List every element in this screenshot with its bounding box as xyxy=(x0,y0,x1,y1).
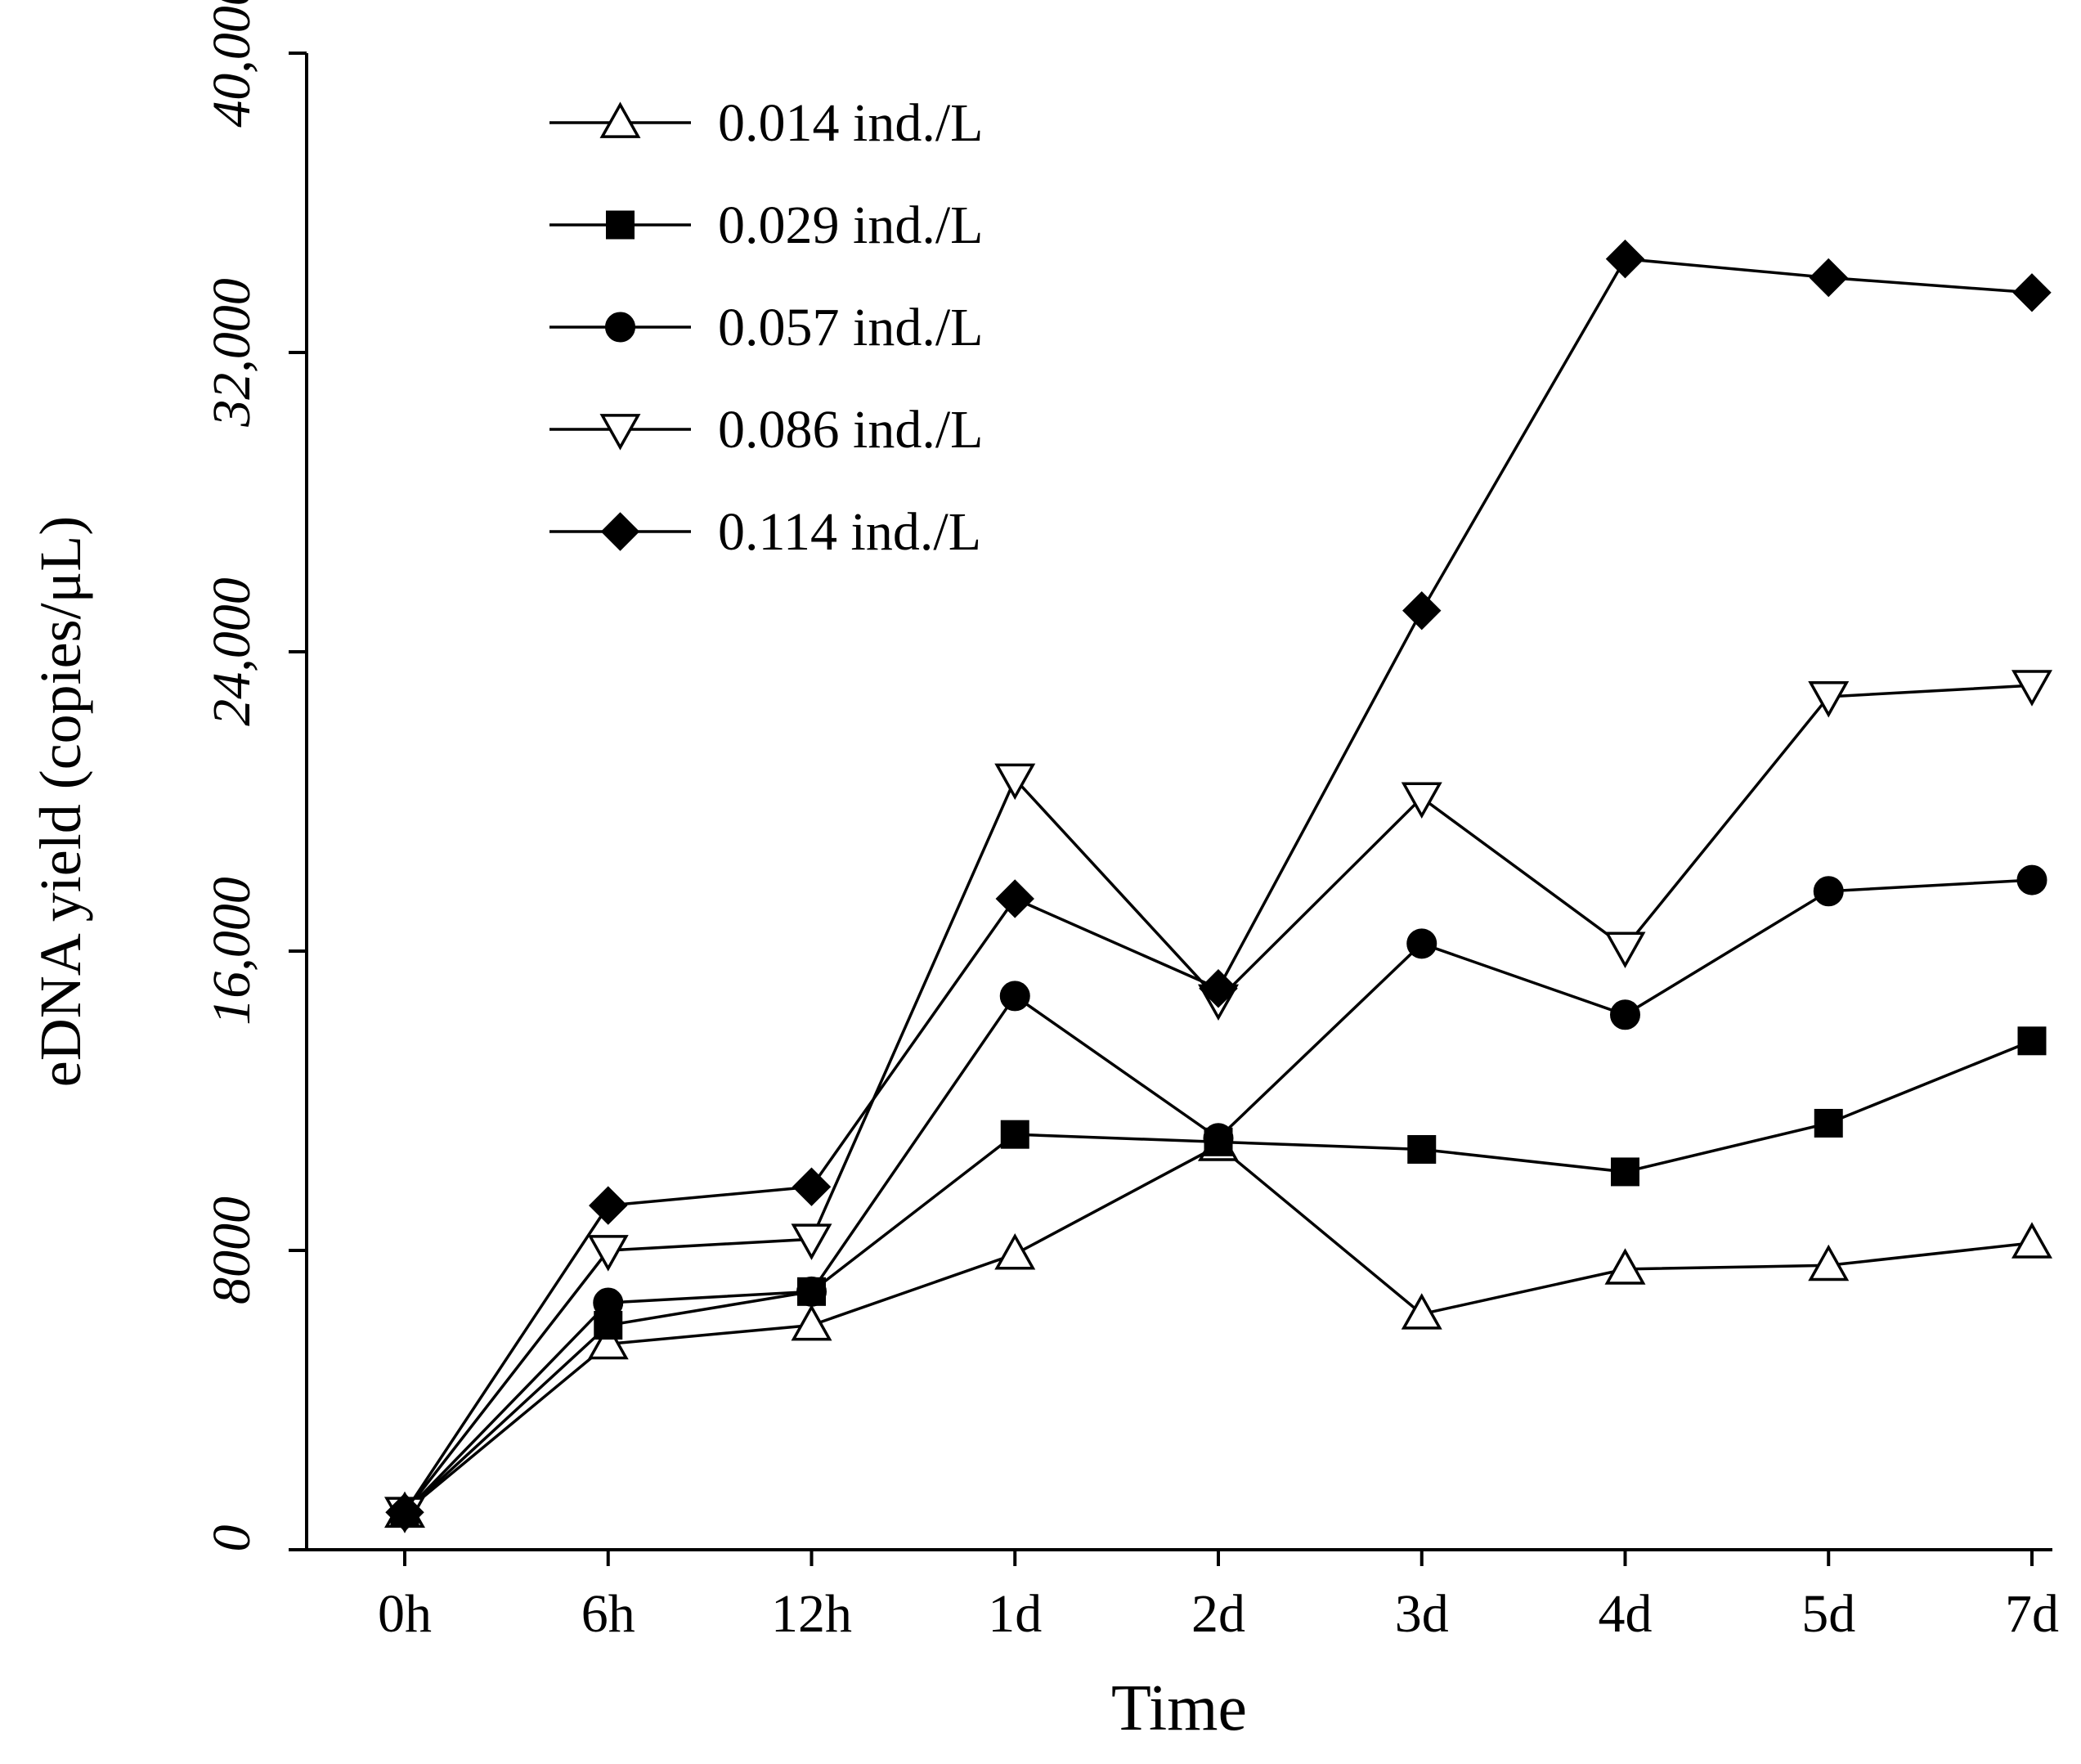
legend-label: 0.057 ind./L xyxy=(718,298,984,357)
data-point xyxy=(1813,876,1844,907)
data-point xyxy=(1406,928,1437,959)
series-line xyxy=(403,257,2033,1514)
data-point xyxy=(587,1322,629,1360)
series-line xyxy=(403,1039,2033,1514)
series-line xyxy=(403,684,2033,1514)
legend-marker xyxy=(605,312,635,343)
data-point xyxy=(2012,273,2052,312)
legend-entry: 0.014 ind./L xyxy=(549,93,984,153)
data-point xyxy=(2016,864,2047,895)
data-point xyxy=(1199,969,1238,1008)
series-layer xyxy=(384,239,2052,1533)
x-tick-label: 12h xyxy=(771,1584,852,1644)
data-point xyxy=(1604,931,1646,968)
axes xyxy=(305,53,2052,1551)
series-1 xyxy=(384,1124,2052,1528)
x-ticks: 0h 6h 12h 1d 2d 3d 4d 5d 7d xyxy=(378,1550,2059,1644)
data-point xyxy=(994,1233,1036,1270)
data-point xyxy=(1000,1120,1029,1149)
x-tick-label: 3d xyxy=(1395,1584,1449,1644)
y-tick-label: 16,000 xyxy=(202,877,262,1026)
legend-entry: 0.057 ind./L xyxy=(549,298,984,357)
data-point xyxy=(385,1492,424,1532)
y-tick-label: 8000 xyxy=(202,1196,262,1304)
data-point xyxy=(2011,670,2052,707)
legend-entry: 0.114 ind./L xyxy=(549,502,981,562)
data-point xyxy=(2011,1222,2052,1259)
legend-marker xyxy=(606,210,635,240)
data-point xyxy=(1814,1108,1843,1138)
legend-label: 0.029 ind./L xyxy=(718,195,984,255)
y-tick-label: 40,000 xyxy=(202,0,262,128)
data-point xyxy=(1611,1157,1639,1187)
x-axis-title: Time xyxy=(1111,1672,1247,1744)
x-tick-label: 5d xyxy=(1801,1584,1855,1644)
y-ticks: 0 8000 16,000 24,000 32,000 40,000 xyxy=(202,0,307,1552)
series-3 xyxy=(389,864,2047,1528)
data-point xyxy=(791,1304,832,1341)
y-tick-label: 32,000 xyxy=(202,278,262,428)
legend-entry: 0.029 ind./L xyxy=(549,195,984,255)
data-point xyxy=(1401,1293,1442,1330)
data-point xyxy=(1808,680,1850,718)
data-point xyxy=(796,1276,827,1307)
data-point xyxy=(587,1235,629,1272)
legend-label: 0.014 ind./L xyxy=(718,93,984,153)
data-point xyxy=(1604,1248,1646,1285)
data-point xyxy=(1402,590,1442,631)
x-tick-label: 2d xyxy=(1191,1584,1245,1644)
data-point xyxy=(792,1167,832,1206)
data-point xyxy=(1407,1134,1437,1164)
data-point xyxy=(999,981,1030,1012)
x-tick-label: 0h xyxy=(378,1584,432,1644)
data-point xyxy=(593,1287,624,1318)
x-tick-label: 4d xyxy=(1599,1584,1653,1644)
series-5 xyxy=(385,239,2052,1532)
data-point xyxy=(589,1186,628,1225)
data-point xyxy=(1809,258,1848,298)
series-4 xyxy=(384,670,2052,1533)
y-axis-title: eDNA yield (copies/μL) xyxy=(28,516,93,1087)
data-point xyxy=(1610,999,1640,1030)
legend-label: 0.086 ind./L xyxy=(718,400,984,460)
legend-entry: 0.086 ind./L xyxy=(549,400,984,460)
data-point xyxy=(1203,1123,1234,1154)
legend: 0.014 ind./L 0.029 ind./L 0.057 ind./L 0.08… xyxy=(549,93,984,562)
x-tick-label: 7d xyxy=(2005,1584,2059,1644)
data-point xyxy=(2017,1026,2047,1056)
data-point xyxy=(995,879,1034,918)
x-tick-label: 1d xyxy=(988,1584,1042,1644)
legend-marker xyxy=(599,101,641,138)
y-tick-label: 0 xyxy=(202,1525,262,1552)
x-tick-label: 6h xyxy=(581,1584,635,1644)
legend-marker xyxy=(600,512,640,551)
y-tick-label: 24,000 xyxy=(202,577,262,726)
data-point xyxy=(1401,782,1442,819)
data-point xyxy=(1808,1244,1850,1281)
legend-label: 0.114 ind./L xyxy=(718,502,981,562)
data-point xyxy=(994,763,1036,801)
legend-marker xyxy=(599,414,641,451)
series-2 xyxy=(390,1026,2047,1527)
data-point xyxy=(1605,239,1645,279)
data-point xyxy=(791,1223,832,1260)
